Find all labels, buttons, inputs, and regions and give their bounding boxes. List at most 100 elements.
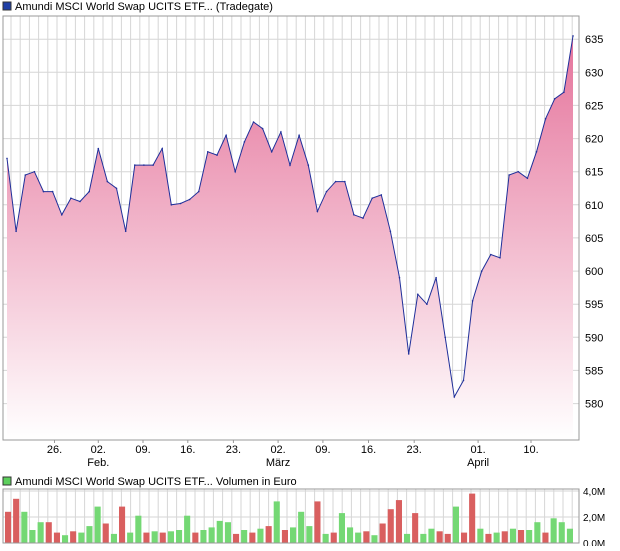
price-point bbox=[289, 164, 291, 166]
volume-bar bbox=[501, 531, 508, 543]
volume-bar bbox=[273, 501, 280, 543]
volume-bar bbox=[387, 509, 394, 543]
volume-bar bbox=[86, 526, 93, 543]
volume-bar bbox=[428, 528, 435, 543]
price-point bbox=[24, 174, 27, 176]
volume-bar bbox=[330, 532, 337, 543]
volume-bar bbox=[257, 528, 264, 543]
price-point bbox=[143, 164, 145, 166]
volume-bar bbox=[452, 506, 459, 543]
price-point bbox=[270, 151, 273, 153]
volume-bar bbox=[135, 515, 142, 543]
price-point bbox=[325, 190, 328, 193]
price-point bbox=[380, 194, 383, 196]
price-point bbox=[115, 187, 118, 190]
volume-bar bbox=[143, 532, 150, 543]
volume-bar bbox=[249, 532, 256, 543]
price-legend-label: Amundi MSCI World Swap UCITS ETF... (Tra… bbox=[15, 1, 273, 13]
volume-bar bbox=[241, 530, 248, 543]
price-point bbox=[344, 180, 346, 183]
x-tick-label: 02. bbox=[91, 444, 106, 456]
volume-bar bbox=[379, 523, 386, 543]
price-point bbox=[471, 300, 474, 302]
price-point bbox=[499, 257, 501, 259]
volume-y-tick-label: 2,0M bbox=[583, 513, 605, 524]
volume-bar bbox=[526, 530, 533, 543]
price-point bbox=[535, 151, 538, 153]
price-point bbox=[261, 127, 264, 130]
volume-bar bbox=[192, 532, 199, 543]
volume-bar bbox=[159, 532, 166, 543]
price-point bbox=[572, 35, 574, 37]
x-tick-label: 09. bbox=[135, 444, 150, 456]
price-point bbox=[252, 121, 255, 123]
x-tick-label: 23. bbox=[226, 444, 241, 456]
volume-bar bbox=[5, 511, 12, 543]
volume-bar bbox=[444, 533, 451, 543]
volume-bar bbox=[13, 498, 20, 543]
price-point bbox=[188, 198, 191, 201]
volume-bar bbox=[534, 522, 541, 543]
price-point bbox=[389, 230, 392, 233]
y-tick-label: 605 bbox=[585, 233, 603, 245]
volume-y-tick-label: 4,0M bbox=[583, 487, 605, 498]
y-tick-label: 580 bbox=[585, 399, 603, 411]
volume-bar bbox=[550, 518, 557, 543]
y-tick-label: 590 bbox=[585, 332, 603, 344]
volume-bar bbox=[404, 533, 411, 543]
price-point bbox=[417, 293, 419, 296]
y-tick-label: 615 bbox=[585, 167, 603, 179]
price-point bbox=[544, 117, 547, 120]
price-point bbox=[15, 230, 17, 233]
price-point bbox=[234, 170, 236, 173]
price-point bbox=[307, 164, 310, 166]
x-tick-month-label: Feb. bbox=[87, 457, 109, 469]
volume-bar bbox=[29, 530, 36, 543]
volume-bars bbox=[5, 493, 573, 543]
volume-bar bbox=[184, 515, 191, 543]
price-point bbox=[490, 253, 492, 256]
y-tick-label: 625 bbox=[585, 100, 603, 112]
price-point bbox=[480, 270, 483, 272]
volume-bar bbox=[298, 511, 305, 543]
volume-bar bbox=[322, 533, 329, 543]
volume-bar bbox=[338, 513, 345, 543]
volume-y-axis: 0,0M 2,0M 4,0M bbox=[583, 487, 605, 550]
price-point bbox=[6, 157, 8, 160]
volume-bar bbox=[233, 533, 240, 543]
volume-y-tick-label: 0,0M bbox=[583, 539, 605, 546]
volume-bar bbox=[420, 533, 427, 543]
price-point bbox=[526, 177, 529, 180]
volume-legend-label: Amundi MSCI World Swap UCITS ETF... Volu… bbox=[15, 476, 297, 488]
volume-bar bbox=[477, 528, 484, 543]
x-tick-label: 26. bbox=[47, 444, 62, 456]
volume-bar bbox=[363, 531, 370, 543]
price-point bbox=[97, 147, 100, 150]
volume-bar bbox=[78, 532, 85, 543]
price-point bbox=[407, 353, 410, 355]
price-point bbox=[553, 98, 556, 100]
y-tick-label: 595 bbox=[585, 299, 603, 311]
volume-bar bbox=[70, 531, 77, 543]
price-point bbox=[124, 230, 127, 233]
volume-bar bbox=[436, 531, 443, 543]
x-tick-month-label: März bbox=[266, 457, 290, 469]
x-tick-label: 23. bbox=[407, 444, 422, 456]
volume-bar bbox=[167, 531, 174, 543]
x-tick-month-label: April bbox=[467, 457, 489, 469]
price-point bbox=[161, 147, 163, 150]
price-point bbox=[42, 190, 45, 193]
y-tick-label: 585 bbox=[585, 365, 603, 377]
volume-bar bbox=[509, 528, 516, 543]
price-point bbox=[225, 134, 227, 137]
price-point bbox=[70, 197, 72, 199]
volume-bar bbox=[224, 522, 231, 543]
price-point bbox=[243, 141, 246, 143]
volume-bar bbox=[127, 532, 134, 543]
price-point bbox=[426, 303, 428, 306]
volume-bar bbox=[395, 500, 402, 543]
volume-bar bbox=[208, 527, 215, 543]
